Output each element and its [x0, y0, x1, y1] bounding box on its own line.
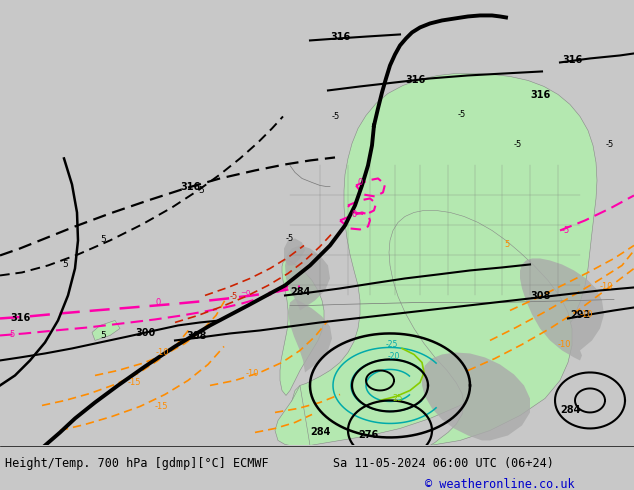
Text: -5: -5 [286, 234, 294, 244]
Text: 284: 284 [560, 405, 580, 416]
Text: 5: 5 [198, 187, 204, 196]
Text: -10: -10 [580, 311, 593, 319]
Text: 316: 316 [530, 91, 550, 100]
Text: 276: 276 [358, 430, 378, 441]
Text: -15: -15 [128, 378, 141, 388]
Text: -5: -5 [606, 141, 614, 149]
Text: 316: 316 [330, 32, 350, 43]
Polygon shape [284, 239, 305, 266]
Text: -10: -10 [558, 341, 571, 349]
Text: -15: -15 [155, 402, 169, 412]
Text: 5: 5 [100, 236, 106, 245]
Text: Height/Temp. 700 hPa [gdmp][°C] ECMWF: Height/Temp. 700 hPa [gdmp][°C] ECMWF [5, 457, 269, 469]
Text: Sa 11-05-2024 06:00 UTC (06+24): Sa 11-05-2024 06:00 UTC (06+24) [333, 457, 553, 469]
Text: -5: -5 [458, 110, 466, 120]
Text: 292: 292 [570, 311, 590, 320]
Text: 284: 284 [310, 427, 330, 438]
Polygon shape [275, 386, 310, 445]
Text: -10: -10 [600, 282, 614, 292]
Text: -10: -10 [246, 369, 259, 378]
Text: 316: 316 [562, 55, 582, 66]
Text: 5: 5 [100, 331, 106, 341]
Polygon shape [288, 298, 332, 372]
Text: 0: 0 [358, 178, 363, 188]
Text: -5: -5 [562, 226, 570, 236]
Text: 25: 25 [392, 394, 403, 403]
Text: 5: 5 [62, 261, 68, 270]
Polygon shape [280, 261, 324, 395]
Text: 316: 316 [10, 314, 30, 323]
Polygon shape [92, 320, 120, 341]
Text: -25: -25 [386, 340, 398, 348]
Text: 308: 308 [530, 292, 550, 301]
Text: © weatheronline.co.uk: © weatheronline.co.uk [425, 478, 574, 490]
Text: -5: -5 [332, 112, 340, 122]
Text: 316: 316 [180, 182, 200, 193]
Text: 300: 300 [135, 328, 155, 339]
Text: 5: 5 [504, 241, 509, 249]
Text: 0: 0 [352, 210, 357, 220]
Text: -10: -10 [156, 348, 169, 357]
Text: 308: 308 [186, 331, 207, 342]
Polygon shape [285, 245, 330, 311]
Text: -5: -5 [514, 141, 522, 149]
Text: 316: 316 [405, 75, 425, 85]
Text: 284: 284 [290, 288, 311, 297]
Text: -20: -20 [387, 351, 399, 361]
Polygon shape [422, 352, 530, 441]
Text: -5: -5 [8, 330, 16, 340]
Text: 0: 0 [155, 298, 160, 307]
Polygon shape [389, 210, 572, 445]
Polygon shape [290, 74, 597, 445]
Text: ~0: ~0 [240, 291, 250, 296]
Polygon shape [520, 258, 604, 361]
Text: -5: -5 [230, 293, 238, 301]
